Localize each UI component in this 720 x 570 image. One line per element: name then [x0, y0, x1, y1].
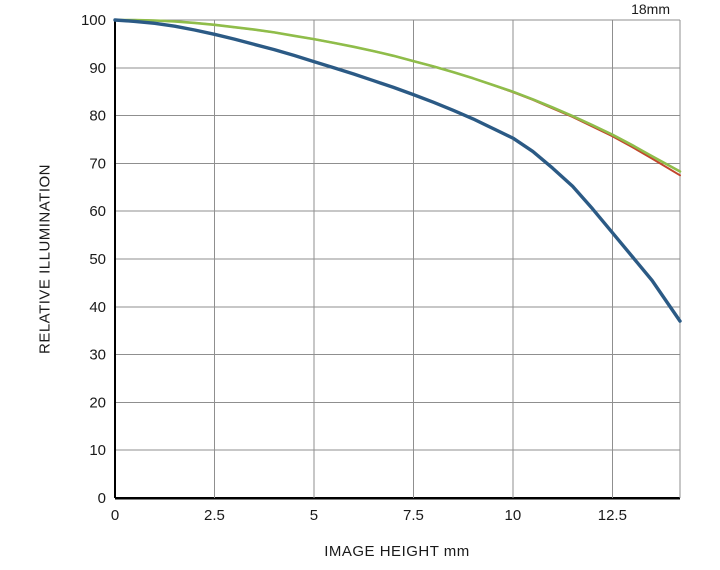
y-tick-label: 0	[98, 490, 106, 507]
series-line-stopped-down-red	[114, 19, 681, 177]
y-tick-label: 10	[89, 442, 106, 459]
x-tick-label: 0	[111, 507, 119, 524]
y-axis-title: RELATIVE ILLUMINATION	[36, 164, 54, 354]
x-tick-label: 5	[310, 507, 318, 524]
series-line-stopped-down-green	[113, 18, 682, 173]
y-tick-label: 30	[89, 347, 106, 364]
x-tick-label: 7.5	[403, 507, 424, 524]
y-tick-label: 20	[89, 394, 106, 411]
x-axis-title: IMAGE HEIGHT mm	[324, 543, 470, 560]
y-tick-label: 70	[89, 155, 106, 172]
y-tick-label: 90	[89, 60, 106, 77]
y-tick-label: 80	[89, 108, 106, 125]
x-tick-label: 10	[505, 507, 522, 524]
series-line-wide-open-blue	[113, 18, 682, 323]
x-tick-label: 12.5	[598, 507, 627, 524]
y-tick-label: 40	[89, 299, 106, 316]
y-tick-label: 100	[81, 12, 106, 29]
y-tick-label: 50	[89, 251, 106, 268]
y-tick-label: 60	[89, 203, 106, 220]
focal-length-label: 18mm	[631, 1, 670, 17]
x-tick-label: 2.5	[204, 507, 225, 524]
